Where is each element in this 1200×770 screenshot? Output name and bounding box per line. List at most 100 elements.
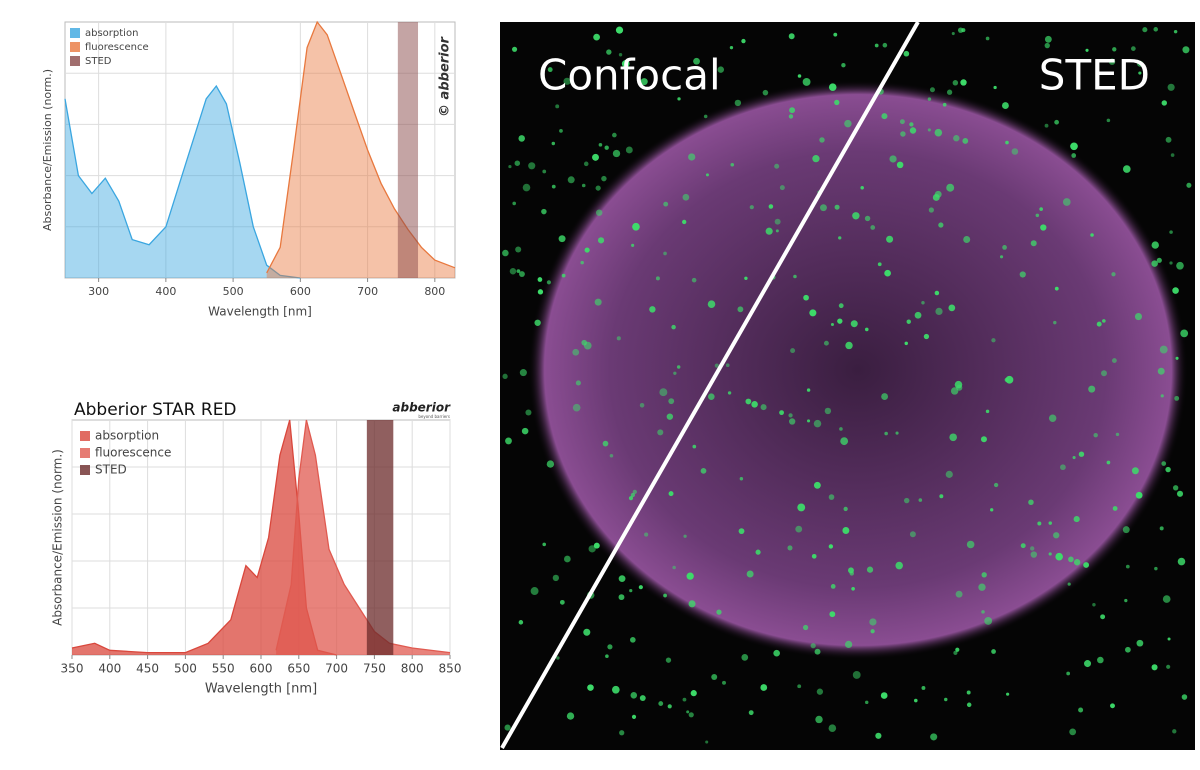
fluorescent-spot — [913, 698, 918, 703]
fluorescent-spot — [597, 237, 605, 244]
fluorescent-spot — [628, 496, 634, 501]
fluorescent-spot — [1154, 566, 1158, 571]
fluorescent-spot — [1072, 455, 1076, 460]
fluorescent-spot — [928, 207, 934, 213]
fluorescent-spot — [1175, 356, 1179, 360]
fluorescent-spot — [955, 647, 960, 652]
fluorescent-spot — [923, 333, 930, 340]
fluorescent-spot — [682, 193, 690, 201]
fluorescent-spot — [927, 97, 932, 101]
fluorescent-spot — [765, 227, 773, 235]
fluorescent-spot — [1062, 198, 1071, 206]
fluorescent-spot — [639, 403, 645, 408]
legend-label: absorption — [95, 429, 159, 443]
fluorescent-spot — [787, 545, 793, 551]
fluorescent-spot — [779, 410, 784, 416]
fluorescent-spot — [1071, 153, 1077, 158]
fluorescent-spot — [985, 409, 990, 414]
fluorescent-spot — [640, 78, 648, 86]
fluorescent-spot — [980, 436, 987, 443]
x-tick-label: 300 — [88, 285, 109, 298]
fluorescent-spot — [945, 470, 953, 478]
fluorescent-spot — [717, 66, 725, 73]
fluorescent-spot — [985, 36, 990, 41]
fluorescent-spot — [616, 336, 621, 341]
fluorescent-spot — [1153, 27, 1159, 32]
fluorescent-spot — [703, 114, 708, 119]
fluorescent-spot — [934, 290, 940, 296]
x-tick-label: 450 — [136, 662, 159, 676]
fluorescent-spot — [903, 50, 910, 57]
fluorescent-spot — [612, 149, 621, 158]
fluorescent-spot — [534, 319, 541, 326]
fluorescent-spot — [705, 173, 709, 177]
fluorescent-spot — [563, 77, 571, 85]
fluorescent-spot — [1170, 153, 1175, 157]
fluorescent-spot — [869, 618, 877, 626]
fluorescent-spot — [875, 732, 882, 739]
fluorescent-spot — [768, 204, 774, 209]
fluorescent-spot — [851, 586, 855, 591]
fluorescent-spot — [1100, 614, 1106, 620]
fluorescent-spot — [895, 431, 899, 435]
fluorescent-spot — [688, 600, 696, 608]
fluorescent-spot — [700, 468, 707, 474]
fluorescent-spot — [537, 289, 544, 295]
fluorescent-spot — [845, 341, 853, 350]
fluorescent-spot — [692, 444, 697, 449]
fluorescent-spot — [521, 427, 529, 435]
fluorescent-spot — [738, 528, 745, 535]
fluorescent-spot — [914, 311, 922, 319]
fluorescent-spot — [630, 492, 636, 498]
fluorescent-spot — [1125, 564, 1130, 569]
fluorescent-spot — [639, 695, 646, 702]
fluorescent-spot — [727, 391, 732, 395]
fluorescent-spot — [567, 176, 575, 184]
fluorescent-spot — [966, 540, 975, 549]
fluorescent-spot — [751, 401, 758, 408]
area-fill — [276, 420, 450, 655]
fluorescent-spot — [877, 262, 882, 267]
fluorescent-spot — [705, 740, 709, 744]
fluorescent-spot — [896, 161, 904, 169]
fluorescent-spot — [1078, 451, 1085, 457]
fluorescent-spot — [1110, 703, 1115, 709]
fluorescent-spot — [991, 649, 996, 654]
cell — [528, 80, 1188, 660]
fluorescent-spot — [934, 128, 943, 137]
fluorescent-spot — [1005, 375, 1014, 384]
fluorescent-spot — [816, 688, 824, 695]
fluorescent-spot — [1040, 224, 1047, 231]
fluorescent-spot — [559, 128, 563, 133]
fluorescent-spot — [881, 393, 889, 400]
fluorescent-spot — [993, 85, 997, 90]
fluorescent-spot — [595, 185, 601, 191]
fluorescent-spot — [934, 190, 942, 198]
fluorescent-spot — [904, 341, 908, 346]
fluorescent-spot — [514, 160, 521, 166]
fluorescent-spot — [1035, 213, 1040, 218]
x-axis-label: Wavelength [nm] — [208, 305, 312, 319]
fluorescent-spot — [775, 229, 779, 233]
fluorescent-spot — [833, 32, 838, 37]
fluorescent-spot — [551, 141, 556, 146]
fluorescent-spot — [1172, 287, 1179, 294]
fluorescent-spot — [838, 303, 844, 309]
fluorescent-spot — [551, 184, 556, 189]
fluorescent-spot — [1092, 603, 1096, 607]
fluorescent-spot — [899, 119, 905, 125]
fluorescent-spot — [581, 339, 587, 346]
fluorescent-spot — [630, 637, 636, 643]
fluorescent-spot — [561, 273, 566, 278]
logo: abberior — [392, 401, 451, 415]
fluorescent-spot — [558, 235, 566, 243]
fluorescent-spot — [672, 565, 676, 570]
fluorescent-spot — [864, 215, 871, 222]
chart-title: Abberior STAR RED — [74, 400, 237, 420]
fluorescent-spot — [737, 306, 744, 313]
sted-band — [366, 420, 394, 655]
fluorescent-spot — [655, 276, 660, 281]
fluorescent-spot — [745, 398, 752, 405]
fluorescent-spot — [900, 131, 906, 137]
fluorescent-spot — [1167, 83, 1175, 91]
